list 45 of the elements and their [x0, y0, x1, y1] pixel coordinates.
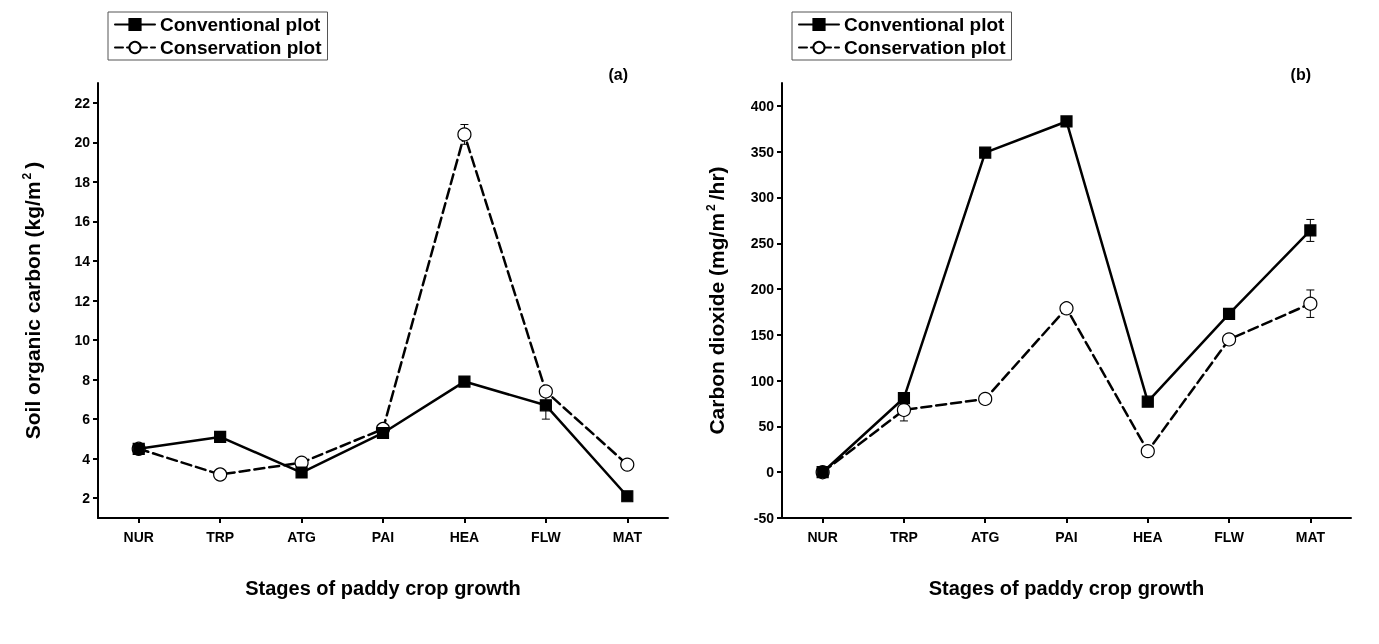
y-tick-label: 6: [82, 411, 91, 428]
y-tick-label: 100: [750, 372, 775, 389]
legend-label: Conventional plot: [844, 14, 1006, 35]
legend-label: Conservation plot: [844, 37, 1007, 58]
x-tick-label: ATG: [287, 529, 316, 545]
x-tick-label: FLW: [531, 529, 562, 545]
x-axis-title: Stages of paddy crop growth: [245, 577, 521, 599]
legend-label: Conventional plot: [160, 14, 322, 35]
legend-label: Conservation plot: [160, 37, 323, 58]
y-tick-label: 16: [74, 213, 91, 230]
y-tick-label: 22: [74, 94, 91, 111]
y-tick-label: 150: [750, 326, 775, 343]
y-tick-label: 14: [74, 252, 91, 269]
x-tick-label: TRP: [889, 529, 918, 545]
y-tick-label: 200: [750, 281, 775, 298]
y-tick-label: 0: [766, 464, 775, 481]
x-tick-label: PAI: [371, 529, 395, 545]
x-tick-label: TRP: [206, 529, 235, 545]
x-tick-label: NUR: [807, 529, 838, 545]
text: (b): [1290, 65, 1312, 83]
y-tick-label: 400: [750, 97, 775, 114]
x-tick-label: PAI: [1055, 529, 1078, 545]
x-tick-label: NUR: [123, 529, 154, 545]
y-tick-label: 2: [82, 490, 91, 507]
y-tick-label: 50: [758, 418, 775, 435]
y-tick-label: -50: [753, 510, 775, 526]
x-tick-label: FLW: [1214, 529, 1245, 545]
y-tick-label: 350: [750, 143, 775, 160]
y-tick-label: 4: [82, 450, 91, 467]
x-tick-label: MAT: [612, 529, 643, 545]
y-tick-label: 250: [750, 235, 775, 252]
x-axis-title: Stages of paddy crop growth: [928, 577, 1205, 599]
x-tick-label: MAT: [1295, 529, 1326, 545]
y-axis-title: Carbon dioxide (mg/m2/hr): [704, 166, 728, 435]
y-tick-label: 12: [74, 292, 91, 309]
x-tick-label: HEA: [1133, 529, 1163, 545]
x-tick-label: ATG: [970, 529, 1000, 545]
text: (a): [608, 65, 629, 83]
y-tick-label: 20: [74, 134, 91, 151]
x-tick-label: HEA: [449, 529, 480, 545]
y-axis-title: Soil organic carbon (kg/m2): [20, 161, 44, 440]
y-tick-label: 8: [82, 371, 91, 388]
y-tick-label: 10: [74, 332, 91, 349]
y-tick-label: 300: [750, 189, 775, 206]
y-tick-label: 18: [74, 173, 91, 190]
